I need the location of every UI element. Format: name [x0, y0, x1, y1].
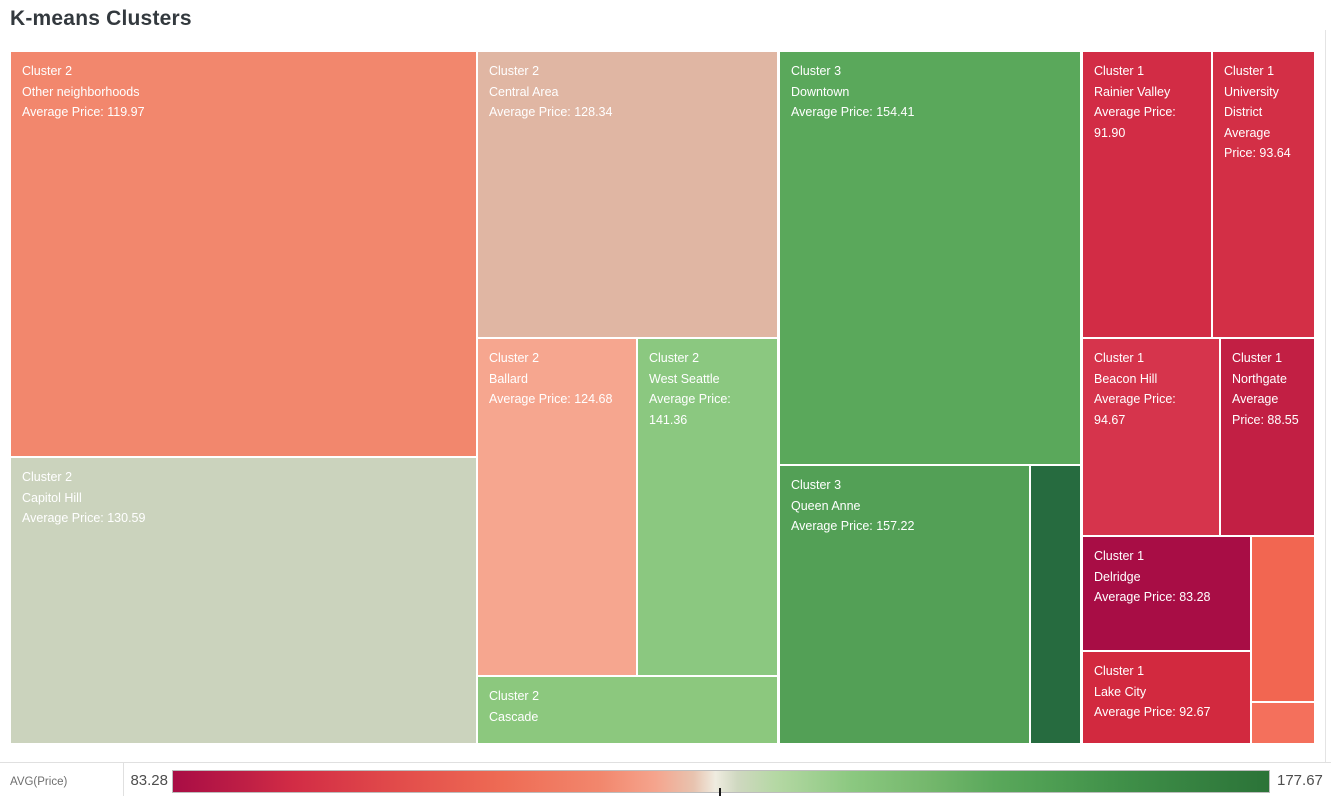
treemap-tile-university-district[interactable]: Cluster 1 University District Average Pr… — [1213, 52, 1314, 337]
tile-neighborhood: Ballard — [489, 371, 528, 386]
treemap-tile-lake-city[interactable]: Cluster 1 Lake City Average Price: 92.67 — [1083, 652, 1250, 743]
tile-price: Average Price: 157.22 — [791, 519, 915, 533]
tile-label: Cluster 1 Rainier Valley Average Price: … — [1083, 52, 1211, 152]
legend-divider — [0, 762, 1331, 763]
tile-neighborhood: Central Area — [489, 84, 559, 99]
tile-cluster: Cluster 2 — [22, 64, 73, 78]
treemap-tile-cluster3-unlabeled[interactable] — [1031, 466, 1080, 743]
tile-label: Cluster 1 Lake City Average Price: 92.67 — [1083, 652, 1250, 732]
tile-label: Cluster 1 Delridge Average Price: 83.28 — [1083, 537, 1250, 617]
tile-cluster: Cluster 2 — [489, 64, 540, 78]
tile-cluster: Cluster 1 — [1232, 351, 1283, 365]
tile-label: Cluster 2 Other neighborhoods Average Pr… — [11, 52, 476, 132]
tile-neighborhood: Other neighborhoods — [22, 84, 140, 99]
tile-label: Cluster 2 Central Area Average Price: 12… — [478, 52, 777, 132]
tile-label: Cluster 1 Beacon Hill Average Price: 94.… — [1083, 339, 1219, 439]
tile-neighborhood: Cascade — [489, 709, 539, 724]
tile-label: Cluster 2 West Seattle Average Price: 14… — [638, 339, 777, 439]
tile-label: Cluster 3 Downtown Average Price: 154.41 — [780, 52, 1080, 132]
treemap-tile-ballard[interactable]: Cluster 2 Ballard Average Price: 124.68 — [478, 339, 636, 675]
tile-neighborhood: Capitol Hill — [22, 490, 82, 505]
tile-cluster: Cluster 2 — [489, 351, 540, 365]
tile-price: Average Price: 128.34 — [489, 105, 613, 119]
tile-label: Cluster 2 Cascade — [478, 677, 777, 736]
treemap-tile-cascade[interactable]: Cluster 2 Cascade — [478, 677, 777, 743]
tile-cluster: Cluster 1 — [1224, 64, 1275, 78]
tile-label: Cluster 1 Northgate Average Price: 88.55 — [1221, 339, 1314, 439]
tile-price: Average Price: 119.97 — [22, 105, 145, 119]
treemap-tile-other-neighborhoods[interactable]: Cluster 2 Other neighborhoods Average Pr… — [11, 52, 476, 456]
tile-cluster: Cluster 1 — [1094, 549, 1145, 563]
treemap-tile-west-seattle[interactable]: Cluster 2 West Seattle Average Price: 14… — [638, 339, 777, 675]
tile-neighborhood: Lake City — [1094, 684, 1147, 699]
tile-price: Average Price: 83.28 — [1094, 590, 1211, 604]
tile-cluster: Cluster 2 — [489, 689, 540, 703]
legend-max-value: 177.67 — [1277, 772, 1323, 789]
tile-label — [1252, 537, 1314, 555]
tile-cluster: Cluster 3 — [791, 478, 842, 492]
color-legend-gradient[interactable] — [172, 770, 1270, 793]
treemap-tile-rainier-valley[interactable]: Cluster 1 Rainier Valley Average Price: … — [1083, 52, 1211, 337]
tile-price: Average Price: 130.59 — [22, 511, 146, 525]
tile-price: Average Price: 93.64 — [1224, 125, 1291, 161]
tile-price: Average Price: 88.55 — [1232, 392, 1299, 427]
treemap-tile-beacon-hill[interactable]: Cluster 1 Beacon Hill Average Price: 94.… — [1083, 339, 1219, 535]
treemap-tile-downtown[interactable]: Cluster 3 Downtown Average Price: 154.41 — [780, 52, 1080, 464]
legend-midpoint-tick — [719, 788, 721, 796]
tile-cluster: Cluster 1 — [1094, 64, 1145, 78]
tile-neighborhood: Delridge — [1094, 569, 1141, 584]
tile-cluster: Cluster 2 — [649, 351, 700, 365]
treemap-tile-cluster1-unlabeled-top[interactable] — [1252, 537, 1314, 701]
tile-label: Cluster 2 Ballard Average Price: 124.68 — [478, 339, 636, 419]
pane-border — [1325, 30, 1326, 763]
tile-price: Average Price: 91.90 — [1094, 105, 1176, 140]
treemap-tile-northgate[interactable]: Cluster 1 Northgate Average Price: 88.55 — [1221, 339, 1314, 535]
tile-neighborhood: West Seattle — [649, 371, 720, 386]
tile-label — [1252, 703, 1314, 721]
legend-min-value: 83.28 — [130, 772, 168, 789]
treemap-tile-queen-anne[interactable]: Cluster 3 Queen Anne Average Price: 157.… — [780, 466, 1029, 743]
tile-cluster: Cluster 1 — [1094, 664, 1145, 678]
tile-cluster: Cluster 2 — [22, 470, 73, 484]
tile-cluster: Cluster 3 — [791, 64, 842, 78]
treemap-tile-capitol-hill[interactable]: Cluster 2 Capitol Hill Average Price: 13… — [11, 458, 476, 743]
tile-price: Average Price: 94.67 — [1094, 392, 1176, 427]
tile-price: Average Price: 154.41 — [791, 105, 915, 119]
treemap-tile-cluster1-unlabeled-bottom[interactable] — [1252, 703, 1314, 743]
treemap-tile-delridge[interactable]: Cluster 1 Delridge Average Price: 83.28 — [1083, 537, 1250, 650]
tile-label — [1031, 466, 1080, 484]
treemap-tile-central-area[interactable]: Cluster 2 Central Area Average Price: 12… — [478, 52, 777, 337]
tile-label: Cluster 1 University District Average Pr… — [1213, 52, 1314, 173]
tile-cluster: Cluster 1 — [1094, 351, 1145, 365]
tile-neighborhood: Northgate — [1232, 371, 1287, 386]
chart-title: K-means Clusters — [10, 7, 192, 30]
tile-neighborhood: Queen Anne — [791, 498, 861, 513]
tile-price: Average Price: 92.67 — [1094, 705, 1211, 719]
tile-price: Average Price: 124.68 — [489, 392, 613, 406]
tile-neighborhood: Rainier Valley — [1094, 84, 1171, 99]
tile-price: Average Price: 141.36 — [649, 392, 731, 427]
tile-label: Cluster 2 Capitol Hill Average Price: 13… — [11, 458, 476, 538]
tile-neighborhood: Downtown — [791, 84, 850, 99]
tile-neighborhood: Beacon Hill — [1094, 371, 1158, 386]
tile-neighborhood: University District — [1224, 84, 1279, 120]
tile-label: Cluster 3 Queen Anne Average Price: 157.… — [780, 466, 1029, 546]
legend-measure-label: AVG(Price) — [10, 776, 68, 788]
legend-separator — [123, 763, 124, 796]
